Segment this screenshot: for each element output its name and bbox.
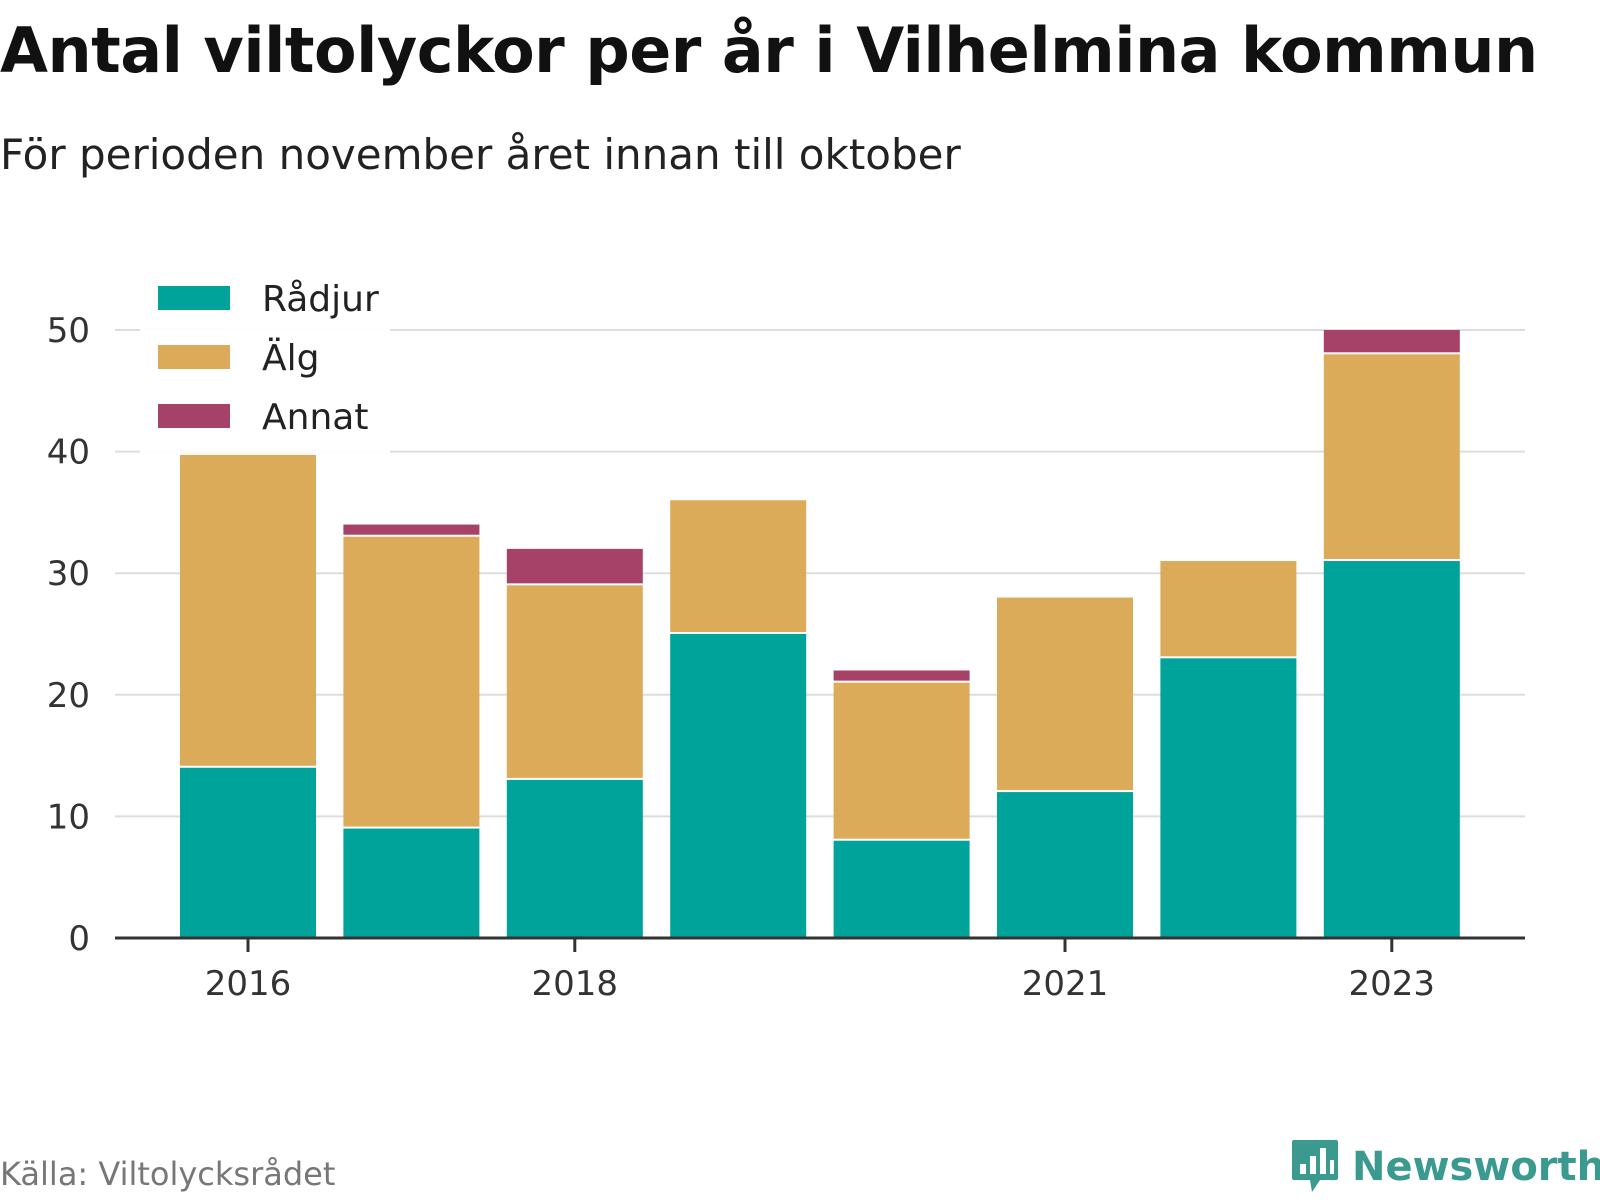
- brand-logo: Newsworthy: [1290, 1138, 1600, 1196]
- y-tick-label: 50: [47, 311, 90, 351]
- legend-swatch: [158, 345, 230, 369]
- bar-segment: [1323, 330, 1460, 353]
- bar-segment: [506, 779, 643, 938]
- x-tick-label: 2018: [532, 964, 619, 1004]
- bar-segment: [833, 670, 970, 681]
- y-tick-label: 30: [47, 554, 90, 594]
- bars: [180, 330, 1460, 938]
- y-tick-label: 40: [47, 433, 90, 473]
- y-tick-label: 10: [47, 797, 90, 837]
- y-axis-ticks: 0 10 20 30 40 50: [47, 311, 90, 959]
- y-tick-label: 0: [68, 919, 90, 959]
- bar-segment: [506, 548, 643, 584]
- bar-segment: [833, 840, 970, 938]
- bar-segment: [997, 597, 1133, 791]
- legend-label: Annat: [262, 397, 368, 438]
- legend-swatch: [158, 286, 230, 310]
- legend-swatch: [158, 404, 230, 428]
- bar-segment: [670, 634, 807, 938]
- chart-title: Antal viltolyckor per år i Vilhelmina ko…: [0, 14, 1538, 87]
- x-tick-label: 2021: [1022, 964, 1109, 1004]
- x-tick-label: 2016: [205, 964, 292, 1004]
- bar-segment: [506, 585, 643, 778]
- bar-segment: [670, 500, 807, 632]
- bar-segment: [1323, 561, 1460, 938]
- bar-segment: [343, 828, 480, 938]
- bar-segment: [1323, 354, 1460, 560]
- legend: Rådjur Älg Annat: [140, 270, 390, 455]
- bar-segment: [180, 767, 316, 938]
- bar-segment: [1160, 658, 1297, 938]
- legend-label: Rådjur: [262, 279, 379, 320]
- bar-segment: [180, 451, 316, 766]
- chart-subtitle: För perioden november året innan till ok…: [0, 130, 961, 179]
- source-note: Källa: Viltolycksrådet: [0, 1155, 336, 1193]
- newsworthy-logo-icon: [1292, 1140, 1338, 1192]
- x-tick-label: 2023: [1349, 964, 1436, 1004]
- bar-segment: [1160, 561, 1297, 657]
- bar-segment: [343, 524, 480, 535]
- bar-segment: [833, 682, 970, 839]
- bar-segment: [997, 792, 1133, 938]
- brand-name: Newsworthy: [1352, 1144, 1600, 1190]
- y-tick-label: 20: [47, 676, 90, 716]
- x-axis: 2016 2018 2021 2023: [115, 936, 1525, 1004]
- legend-label: Älg: [262, 337, 319, 379]
- bar-segment: [343, 536, 480, 827]
